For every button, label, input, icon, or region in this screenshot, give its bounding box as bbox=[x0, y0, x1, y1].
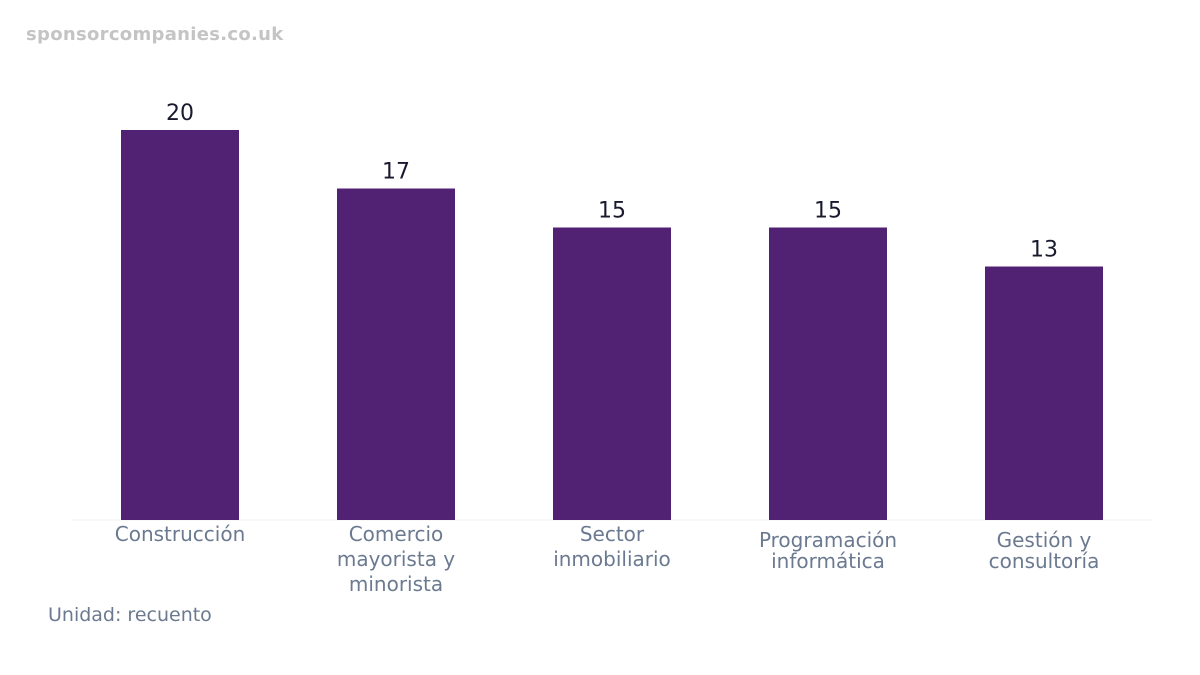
category-labels-group: Construcción Comercio mayorista y minorista… bbox=[115, 522, 1100, 596]
category-label-1: Comercio mayorista y minorista bbox=[337, 522, 455, 596]
value-label-2: 15 bbox=[598, 199, 626, 224]
bar-0 bbox=[121, 130, 239, 520]
bars-group bbox=[121, 130, 1103, 520]
category-label-line: Sector bbox=[580, 522, 645, 546]
bar-4 bbox=[985, 266, 1103, 520]
category-label-3: Programación informática bbox=[759, 528, 897, 573]
category-label-line: consultoría bbox=[989, 549, 1100, 573]
category-label-line: mayorista y bbox=[337, 547, 455, 571]
category-label-0: Construcción bbox=[115, 522, 246, 546]
bar-1 bbox=[337, 188, 455, 520]
value-label-0: 20 bbox=[166, 101, 194, 126]
category-label-4: Gestión y consultoría bbox=[989, 528, 1100, 573]
value-labels-group: 20 17 15 15 13 bbox=[166, 101, 1058, 263]
category-label-2: Sector inmobiliario bbox=[553, 522, 671, 571]
category-label-line: Construcción bbox=[115, 522, 246, 546]
value-label-3: 15 bbox=[814, 199, 842, 224]
value-label-4: 13 bbox=[1030, 238, 1058, 263]
unit-note: Unidad: recuento bbox=[48, 604, 212, 626]
category-label-line: minorista bbox=[349, 572, 443, 596]
category-label-line: Programación bbox=[759, 528, 897, 552]
category-label-line: inmobiliario bbox=[553, 547, 671, 571]
value-label-1: 17 bbox=[382, 160, 410, 185]
category-label-line: Comercio bbox=[349, 522, 444, 546]
bar-3 bbox=[769, 227, 887, 520]
category-label-line: Gestión y bbox=[997, 528, 1092, 552]
bar-2 bbox=[553, 227, 671, 520]
category-label-line: informática bbox=[771, 549, 885, 573]
watermark: sponsorcompanies.co.uk bbox=[26, 24, 284, 45]
